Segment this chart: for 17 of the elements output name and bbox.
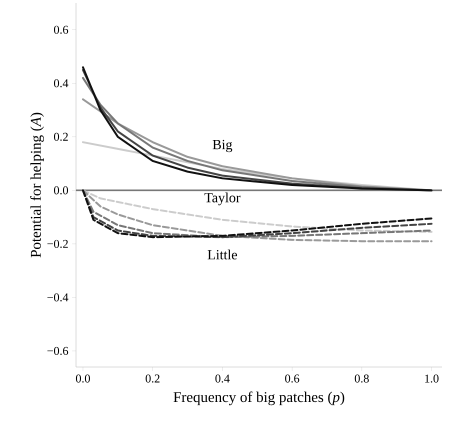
annotation: Little	[208, 250, 238, 260]
y-tick-label: −0.6	[47, 346, 68, 356]
x-tick-label: 0.4	[215, 374, 230, 383]
y-tick-label: −0.2	[47, 240, 68, 248]
x-tick-label: 1.0	[425, 374, 439, 383]
y-tick-label: −0.4	[47, 293, 68, 302]
x-axis-title: Frequency of big patches (p)	[174, 391, 344, 406]
y-tick-label: 0.2	[54, 132, 68, 141]
ref-line-label: Taylor	[204, 192, 240, 206]
x-tick-label: 0.0	[76, 374, 90, 383]
x-tick-label: 0.6	[285, 374, 300, 383]
y-tick-label: 0.4	[54, 79, 68, 88]
x-tick-label: 0.8	[354, 374, 369, 383]
y-tick-label: 0.0	[54, 186, 68, 194]
annotation: Big	[212, 140, 232, 152]
x-tick-label: 0.2	[146, 374, 160, 383]
y-tick-label: 0.6	[54, 26, 68, 34]
